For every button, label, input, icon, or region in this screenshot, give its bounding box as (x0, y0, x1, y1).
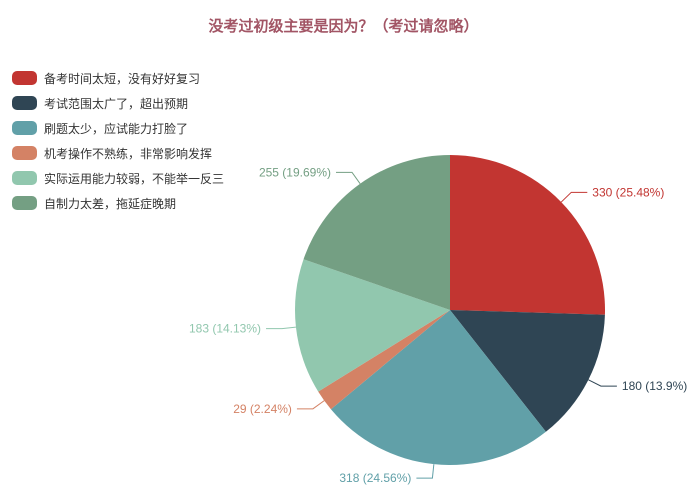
pie-slice-4[interactable] (294, 259, 450, 392)
legend-item-label: 机考操作不熟练，非常影响发挥 (44, 146, 213, 161)
legend-item-3[interactable]: 机考操作不熟练，非常影响发挥 (12, 146, 224, 161)
pie-label-line (416, 464, 435, 479)
legend-swatch-icon (12, 121, 37, 135)
legend-swatch-icon (12, 196, 37, 210)
pie-label-line (588, 379, 617, 387)
pie-label-line (560, 191, 588, 203)
legend-swatch-icon (12, 71, 37, 85)
pie-slice-label-3: 29 (2.24%) (233, 402, 292, 416)
pie-slice-5[interactable] (303, 154, 450, 310)
legend-item-5[interactable]: 自制力太差，拖延症晚期 (12, 196, 224, 211)
pie-slice-1[interactable] (450, 310, 605, 432)
legend-item-label: 实际运用能力较弱，不能举一反三 (44, 171, 225, 186)
legend-item-label: 备考时间太短，没有好好复习 (44, 71, 201, 86)
pie-slice-label-1: 180 (13.9%) (622, 379, 687, 393)
legend-item-0[interactable]: 备考时间太短，没有好好复习 (12, 71, 224, 86)
legend-item-label: 考试范围太广了，超出预期 (44, 96, 189, 111)
legend-swatch-icon (12, 171, 37, 185)
pie-slice-2[interactable] (330, 310, 546, 466)
legend-item-2[interactable]: 刷题太少，应试能力打脸了 (12, 121, 224, 136)
legend-swatch-icon (12, 96, 37, 110)
pie-label-line (296, 400, 325, 410)
legend-item-label: 自制力太差，拖延症晚期 (44, 196, 177, 211)
pie-label-line (266, 326, 296, 330)
pie-label-line (336, 171, 361, 185)
pie-slice-label-0: 330 (25.48%) (592, 185, 664, 199)
pie-slice-label-4: 183 (14.13%) (189, 322, 261, 336)
pie-slice-3[interactable] (318, 310, 450, 410)
legend-item-1[interactable]: 考试范围太广了，超出预期 (12, 96, 224, 111)
legend: 备考时间太短，没有好好复习 考试范围太广了，超出预期 刷题太少，应试能力打脸了机考操… (12, 71, 224, 221)
legend-item-4[interactable]: 实际运用能力较弱，不能举一反三 (12, 171, 225, 186)
legend-item-label: 刷题太少，应试能力打脸了 (44, 121, 189, 136)
pie-slice-0[interactable] (450, 155, 606, 315)
legend-swatch-icon (12, 146, 37, 160)
pie-slice-label-2: 318 (24.56%) (339, 471, 411, 485)
page-title: 没考过初级主要是因为？（考过请忽略） (208, 18, 479, 35)
pie-slice-label-5: 255 (19.69%) (259, 165, 331, 179)
